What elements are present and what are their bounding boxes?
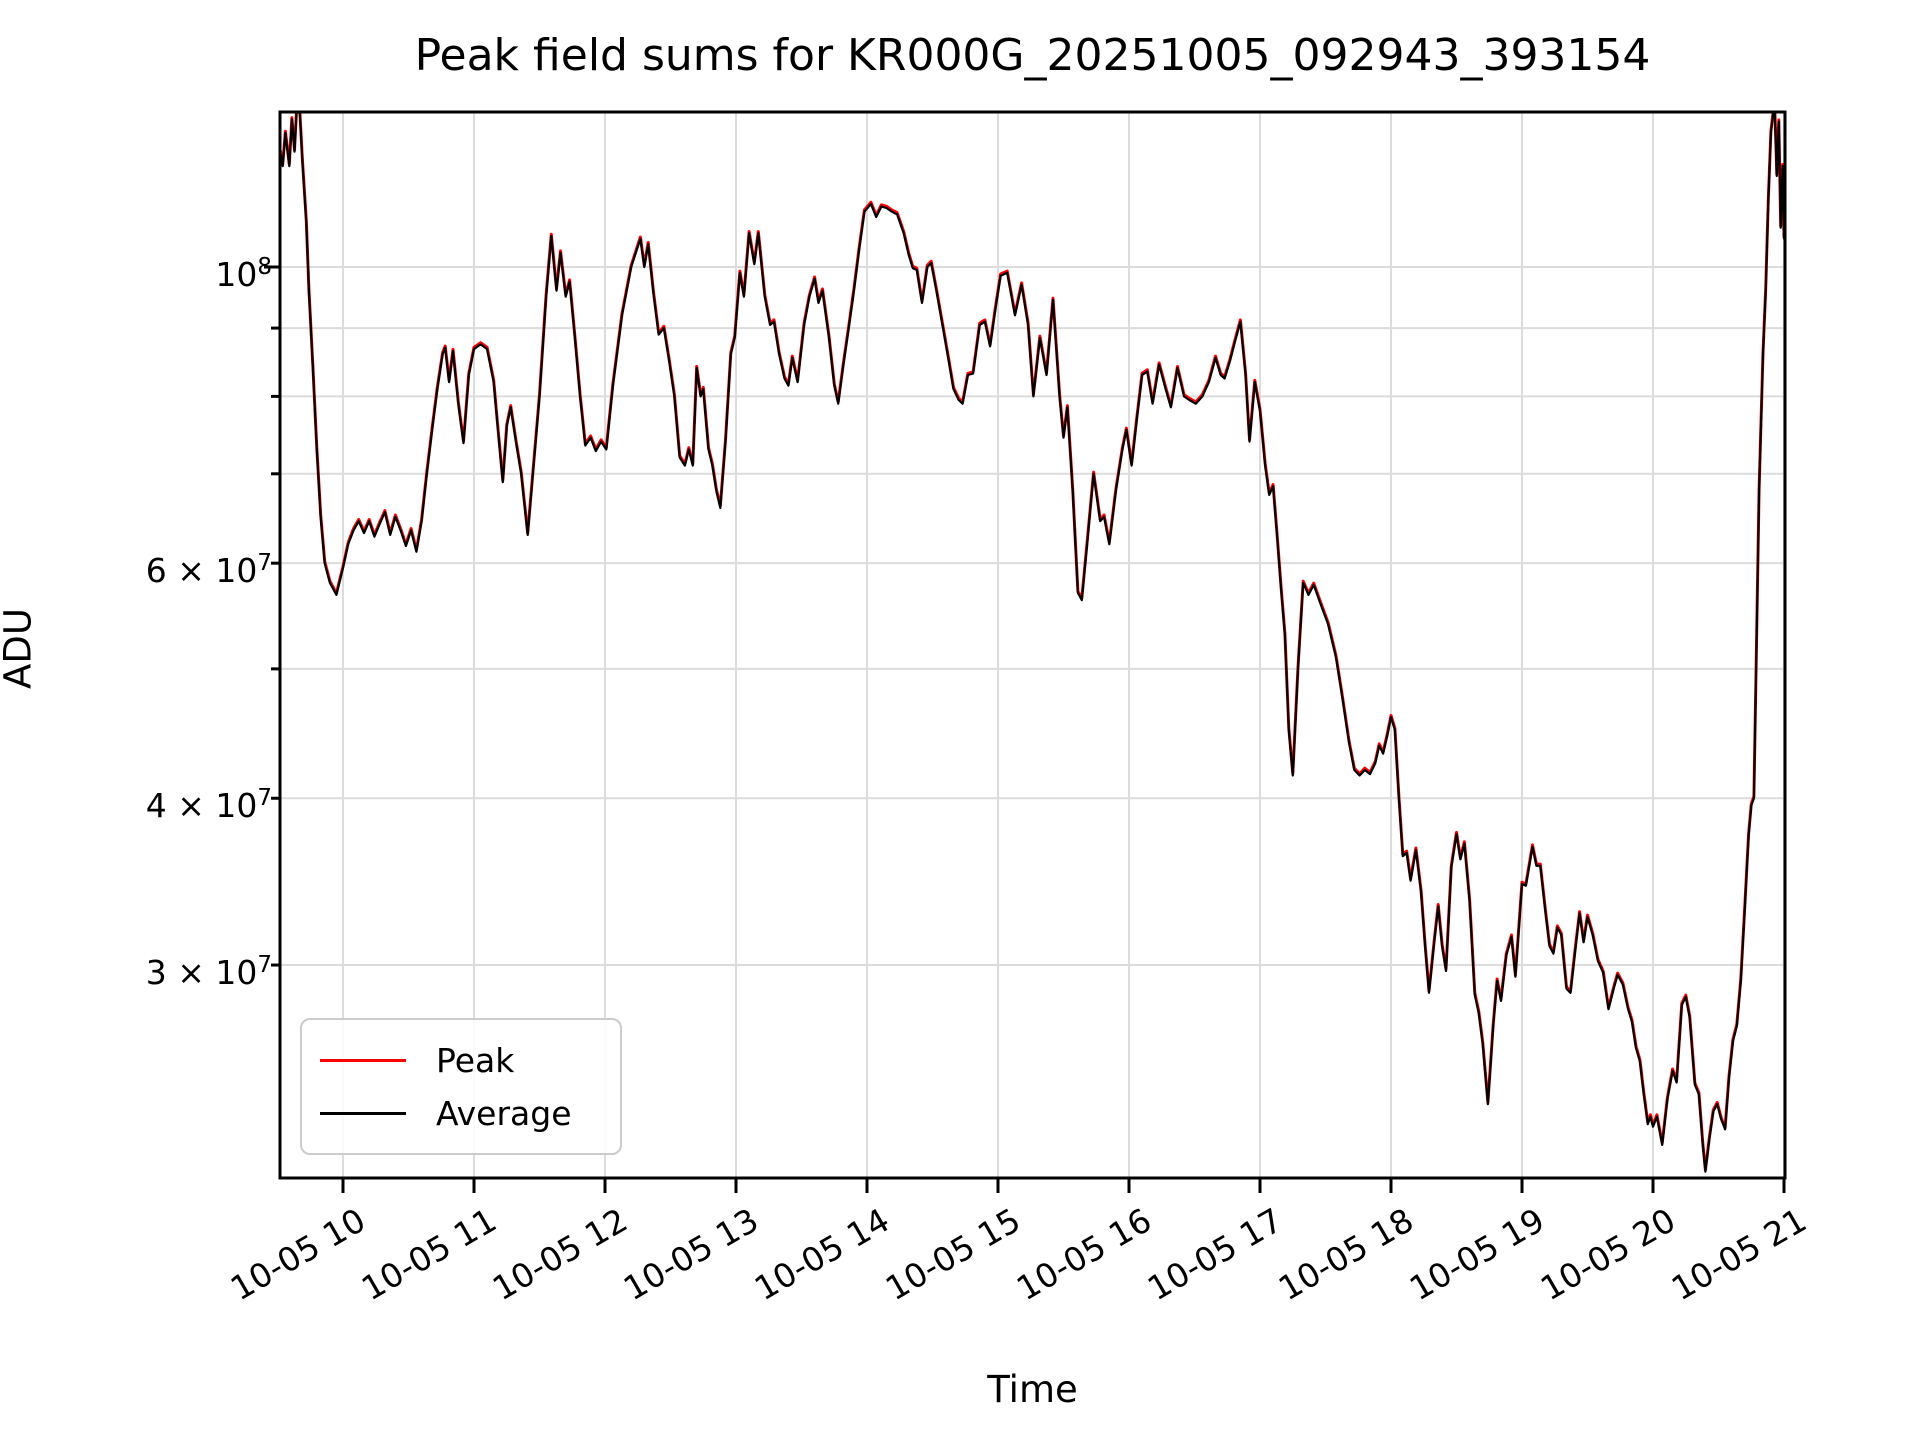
legend-label: Peak [436, 1040, 515, 1080]
axes-spines [278, 110, 1787, 1180]
x-axis-label: Time [987, 1368, 1078, 1411]
y-tick-label: 6 × 107 [145, 550, 272, 591]
legend-label: Average [436, 1093, 572, 1133]
legend-item: Peak [320, 1041, 602, 1080]
legend-line-sample [320, 1111, 406, 1115]
average-line [281, 113, 1784, 1173]
y-axis-label: ADU [0, 608, 40, 689]
chart-title: Peak field sums for KR000G_20251005_0929… [414, 30, 1651, 81]
y-tick-label: 108 [215, 254, 272, 294]
y-tick-label: 4 × 107 [145, 785, 272, 826]
legend-line-sample [320, 1058, 406, 1062]
legend: Peak Average [300, 1018, 622, 1155]
y-tick-label: 3 × 107 [145, 952, 272, 993]
legend-item: Average [320, 1094, 602, 1133]
